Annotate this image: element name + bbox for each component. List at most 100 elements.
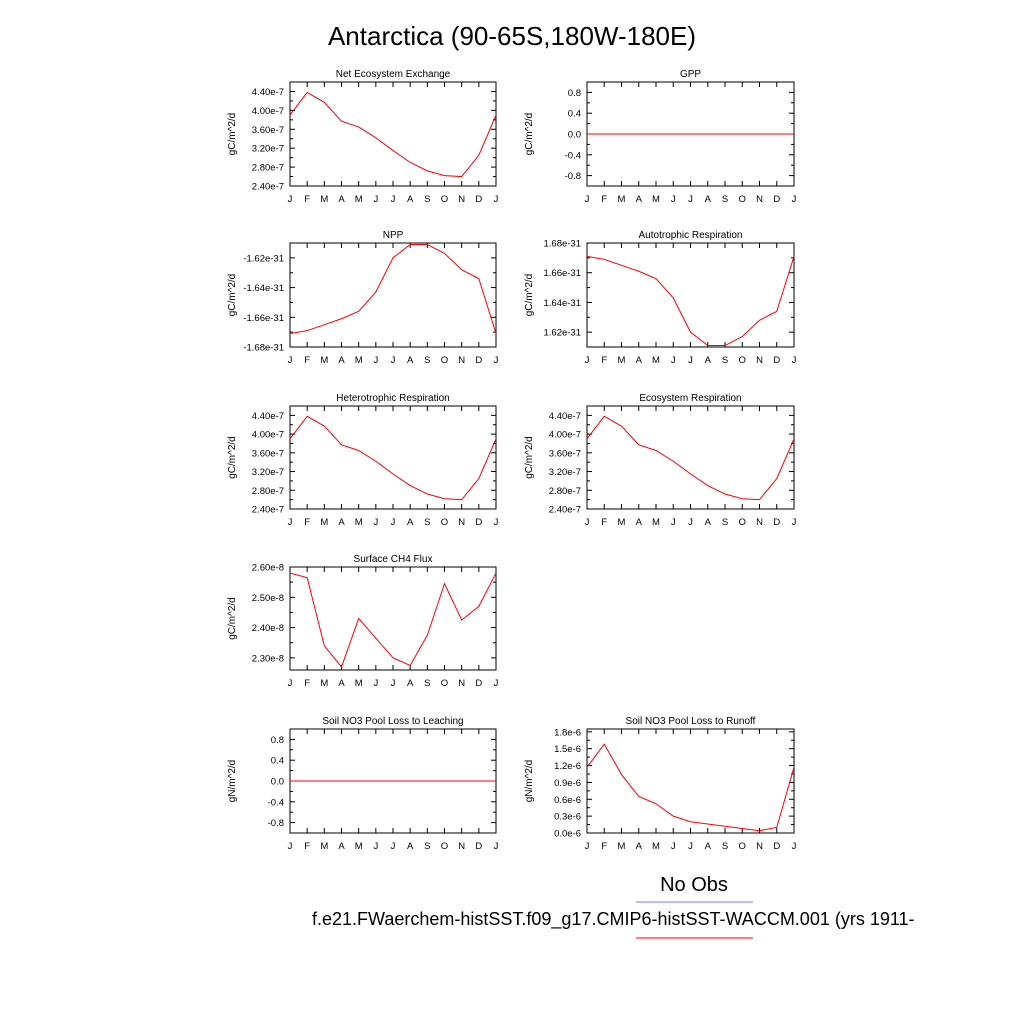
- x-tick-label: N: [458, 194, 465, 205]
- y-tick-label: 0.0: [271, 777, 284, 788]
- x-tick-label: N: [756, 841, 763, 852]
- y-tick-label: 3.20e-7: [252, 467, 284, 478]
- x-tick-label: A: [636, 355, 643, 366]
- y-tick-label: 0.0: [568, 130, 581, 141]
- y-tick-label: -1.62e-31: [243, 253, 284, 264]
- y-axis-label: gC/m^2/d: [524, 274, 535, 317]
- x-tick-label: A: [705, 355, 712, 366]
- y-axis-label: gC/m^2/d: [227, 274, 238, 317]
- x-tick-label: M: [652, 841, 660, 852]
- x-tick-label: J: [494, 517, 499, 528]
- plot-frame: [289, 405, 497, 510]
- x-tick-label: M: [618, 194, 626, 205]
- x-tick-label: J: [391, 678, 396, 689]
- x-tick-label: O: [441, 355, 448, 366]
- x-tick-label: F: [601, 355, 607, 366]
- x-tick-label: O: [739, 517, 746, 528]
- plot-frame: [586, 405, 795, 510]
- x-tick-label: J: [671, 194, 676, 205]
- y-axis-label: gC/m^2/d: [524, 113, 535, 156]
- y-axis-label: gC/m^2/d: [227, 113, 238, 156]
- panel-title: Soil NO3 Pool Loss to Leaching: [322, 716, 463, 727]
- x-tick-label: M: [320, 841, 328, 852]
- legend-obs-label: No Obs: [660, 874, 728, 896]
- y-tick-label: 4.40e-7: [549, 411, 581, 422]
- x-tick-label: S: [424, 355, 430, 366]
- x-tick-label: M: [355, 355, 363, 366]
- panel-title: Autotrophic Respiration: [639, 230, 743, 241]
- x-tick-label: A: [705, 194, 712, 205]
- panel-title: NPP: [383, 230, 404, 241]
- x-tick-label: J: [288, 517, 293, 528]
- y-axis-label: gN/m^2/d: [524, 760, 535, 803]
- x-tick-label: A: [407, 355, 414, 366]
- y-tick-label: 1.2e-6: [554, 761, 581, 772]
- x-tick-label: O: [441, 678, 448, 689]
- x-tick-label: F: [601, 194, 607, 205]
- x-tick-label: M: [355, 517, 363, 528]
- x-tick-label: J: [391, 517, 396, 528]
- x-tick-label: A: [705, 841, 712, 852]
- series-line: [586, 743, 795, 832]
- y-tick-label: 0.8: [568, 88, 581, 99]
- x-tick-label: J: [373, 841, 378, 852]
- x-tick-label: J: [494, 355, 499, 366]
- x-tick-label: J: [391, 194, 396, 205]
- x-tick-label: J: [373, 517, 378, 528]
- series-line: [586, 255, 795, 347]
- x-tick-label: J: [671, 517, 676, 528]
- x-tick-label: S: [722, 841, 728, 852]
- panel-title: Heterotrophic Respiration: [336, 393, 449, 404]
- y-tick-label: 0.6e-6: [554, 795, 581, 806]
- series-line: [289, 572, 497, 668]
- y-tick-label: 4.00e-7: [549, 430, 581, 441]
- y-tick-label: 0.4: [568, 109, 581, 120]
- x-tick-label: J: [585, 194, 590, 205]
- x-tick-label: J: [288, 194, 293, 205]
- y-tick-label: 2.40e-7: [549, 505, 581, 516]
- x-tick-label: A: [407, 841, 414, 852]
- x-tick-label: F: [304, 517, 310, 528]
- y-tick-label: -1.64e-31: [243, 283, 284, 294]
- y-tick-label: 3.20e-7: [549, 467, 581, 478]
- x-tick-label: A: [407, 517, 414, 528]
- x-tick-label: J: [373, 194, 378, 205]
- x-tick-label: S: [424, 194, 430, 205]
- x-tick-label: J: [391, 841, 396, 852]
- x-tick-label: N: [458, 517, 465, 528]
- x-tick-label: O: [739, 841, 746, 852]
- y-tick-label: -1.66e-31: [243, 313, 284, 324]
- x-tick-label: J: [688, 517, 693, 528]
- x-tick-label: J: [792, 194, 797, 205]
- y-tick-label: -0.4: [268, 797, 284, 808]
- x-tick-label: J: [585, 517, 590, 528]
- x-tick-label: A: [407, 194, 414, 205]
- legend-case-label: f.e21.FWaerchem-histSST.f09_g17.CMIP6-hi…: [312, 909, 915, 930]
- y-tick-label: 2.80e-7: [252, 486, 284, 497]
- y-tick-label: 4.40e-7: [252, 87, 284, 98]
- y-tick-label: 2.80e-7: [549, 486, 581, 497]
- y-tick-label: 2.40e-7: [252, 505, 284, 516]
- main-title: Antarctica (90-65S,180W-180E): [328, 21, 696, 51]
- y-tick-label: 2.40e-7: [252, 182, 284, 193]
- x-tick-label: J: [288, 841, 293, 852]
- x-tick-label: F: [601, 841, 607, 852]
- y-tick-label: 2.40e-8: [252, 623, 284, 634]
- y-tick-label: 1.5e-6: [554, 744, 581, 755]
- x-tick-label: N: [756, 355, 763, 366]
- y-tick-label: 1.64e-31: [543, 298, 581, 309]
- y-tick-label: 3.60e-7: [252, 125, 284, 136]
- x-tick-label: O: [739, 194, 746, 205]
- x-tick-label: J: [688, 194, 693, 205]
- x-tick-label: J: [688, 841, 693, 852]
- x-tick-label: D: [475, 517, 482, 528]
- x-tick-label: M: [320, 355, 328, 366]
- y-tick-label: 3.20e-7: [252, 144, 284, 155]
- x-tick-label: J: [792, 355, 797, 366]
